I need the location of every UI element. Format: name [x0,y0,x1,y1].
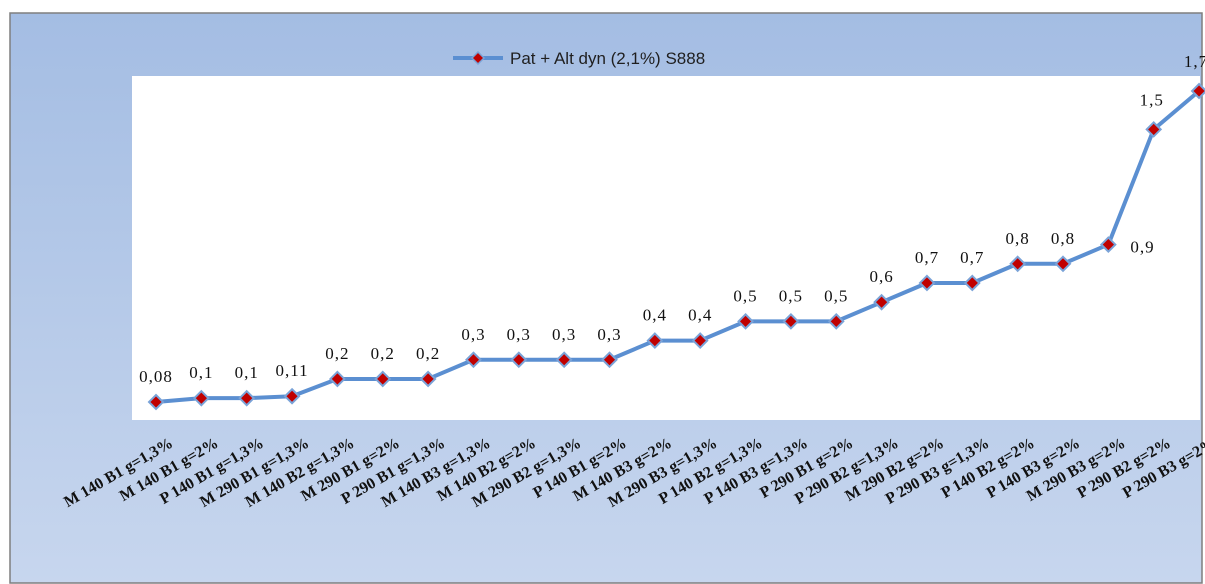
data-label: 0,08 [139,367,173,386]
data-label: 1,5 [1140,90,1164,109]
data-label: 0,11 [275,361,308,380]
data-point-marker [1099,236,1117,253]
data-label: 1,7 [1184,52,1205,71]
data-point-marker [691,332,709,349]
data-label: 0,9 [1130,238,1154,257]
data-label: 0,5 [779,286,803,305]
data-point-marker [374,370,392,388]
data-label: 0,3 [552,325,576,344]
data-point-marker [1190,82,1205,100]
data-label: 0,7 [915,248,939,267]
data-point-marker [192,389,210,407]
data-point-marker [283,387,301,405]
data-point-marker [328,370,346,388]
data-point-marker [1145,120,1163,138]
data-point-marker [737,312,754,330]
data-markers [147,82,1205,411]
data-point-marker [147,393,165,411]
data-point-marker [782,312,800,330]
data-point-marker [873,293,891,311]
data-label: 0,3 [507,325,531,344]
data-label: 0,8 [1006,229,1030,248]
data-label: 0,2 [416,344,440,363]
data-point-marker [1054,255,1072,273]
data-point-marker [601,351,618,369]
data-point-marker [963,274,981,292]
data-label: 0,1 [189,363,213,382]
data-label: 0,5 [733,286,757,305]
data-label: 0,3 [597,325,621,344]
data-label: 0,5 [824,286,848,305]
legend: Pat + Alt dyn (2,1%) S888 [453,49,705,68]
data-point-marker [1009,255,1027,273]
data-label: 0,3 [461,325,485,344]
data-point-marker [419,370,437,388]
data-label: 0,4 [688,306,712,325]
data-point-marker [827,312,845,330]
data-point-marker [555,351,573,369]
legend-marker-diamond [470,50,486,66]
data-point-marker [918,274,936,292]
data-point-marker [646,332,664,349]
plot-area [132,76,1200,420]
legend-entry-label: Pat + Alt dyn (2,1%) S888 [510,49,705,68]
data-label: 0,2 [325,344,349,363]
data-label: 0,4 [643,306,667,325]
data-label: 0,8 [1051,229,1075,248]
data-point-marker [510,351,528,369]
data-label: 0,1 [235,363,259,382]
data-label: 0,7 [960,248,984,267]
data-labels: 0,08 0,1 0,1 0,11 0,2 0,2 0,2 0,3 0,3 0,3 0,3 0,4 0,… [139,52,1205,386]
data-label: 0,6 [869,267,893,286]
data-point-marker [465,351,482,369]
data-point-marker [238,389,256,407]
data-label: 0,2 [371,344,395,363]
